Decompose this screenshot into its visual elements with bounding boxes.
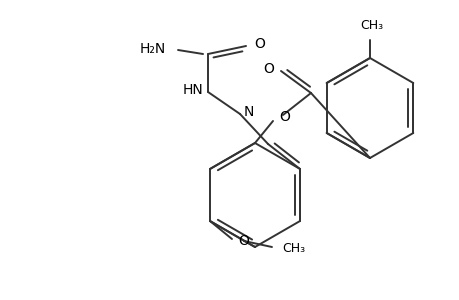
Text: H₂N: H₂N [140, 42, 166, 56]
Text: CH₃: CH₃ [360, 19, 383, 32]
Text: O: O [263, 62, 274, 76]
Text: O: O [253, 37, 264, 51]
Text: O: O [279, 110, 289, 124]
Text: N: N [244, 105, 254, 119]
Text: CH₃: CH₃ [281, 242, 304, 256]
Text: O: O [237, 234, 248, 248]
Text: HN: HN [182, 83, 202, 97]
